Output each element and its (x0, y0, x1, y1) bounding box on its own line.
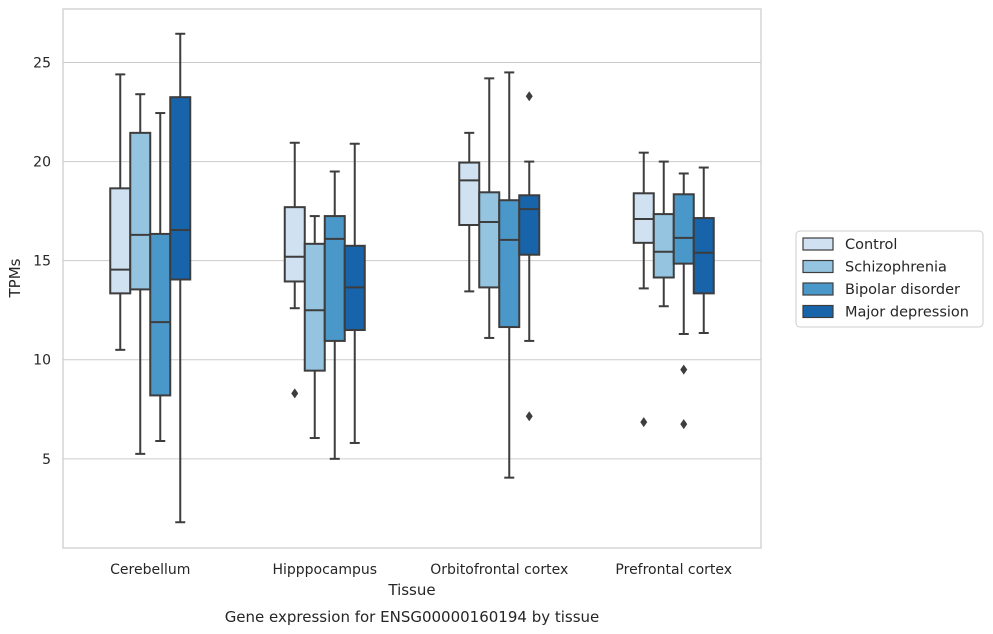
x-axis-title: Tissue (387, 581, 435, 599)
legend-label: Major depression (845, 305, 969, 321)
box-body (478, 191, 501, 289)
box-0-3 (632, 151, 655, 428)
x-tick-label: Cerebellum (110, 562, 190, 578)
legend-swatch (802, 304, 834, 319)
box-body (303, 242, 326, 372)
legend-swatch (802, 282, 834, 296)
outlier-point (291, 388, 299, 399)
chart-caption: Gene expression for ENSG00000160194 by t… (225, 608, 600, 626)
box-1-0 (129, 93, 152, 455)
x-tick-label: Hipppocampus (272, 562, 377, 578)
outlier-point (525, 91, 533, 102)
box-body (129, 131, 152, 291)
y-axis-ticks: 5 10 15 20 25 (33, 56, 51, 468)
box-body (149, 232, 172, 397)
box-series-group (109, 32, 715, 524)
box-3-0 (169, 32, 192, 524)
box-0-2 (458, 131, 481, 293)
y-tick-label: 15 (33, 254, 51, 270)
outlier-point (680, 419, 688, 430)
box-body (498, 199, 521, 329)
x-tick-label: Prefrontal cortex (615, 562, 732, 578)
x-tick-label: Orbitofrontal cortex (430, 562, 568, 578)
outlier-point (525, 411, 533, 422)
outlier-point (680, 364, 688, 375)
box-body (109, 187, 132, 295)
box-3-3 (692, 166, 715, 334)
box-1-3 (652, 160, 675, 308)
plot-area-frame (62, 8, 762, 549)
legend-swatch (802, 237, 834, 251)
box-0-0 (109, 73, 132, 351)
box-1-2 (478, 77, 501, 339)
legend-label: Bipolar disorder (845, 282, 960, 298)
y-tick-label: 25 (33, 56, 51, 72)
box-body (692, 217, 715, 295)
x-axis-ticks: Cerebellum Hipppocampus Orbitofrontal cort… (110, 562, 732, 578)
y-axis-title: TPMs (6, 258, 24, 298)
legend-label: Schizophrenia (845, 260, 947, 276)
y-tick-label: 20 (33, 155, 51, 171)
legend: Control Schizophrenia Bipolar disorder Majo… (795, 230, 984, 328)
box-2-0 (149, 112, 172, 442)
legend-label: Control (845, 237, 897, 253)
box-body (652, 213, 675, 279)
box-body (672, 193, 695, 265)
outlier-point (640, 417, 648, 428)
box-3-2 (518, 91, 541, 422)
legend-frame (795, 230, 984, 328)
box-2-3 (672, 172, 695, 430)
box-body (458, 161, 481, 226)
box-body (169, 96, 192, 281)
y-tick-label: 10 (33, 353, 51, 369)
box-1-1 (303, 215, 326, 440)
box-2-1 (323, 170, 346, 460)
box-2-2 (498, 71, 521, 479)
box-body (518, 194, 541, 256)
y-tick-label: 5 (42, 452, 51, 468)
legend-swatch (802, 259, 834, 274)
box-body (283, 206, 306, 283)
box-body (323, 215, 346, 342)
box-3-1 (343, 142, 366, 444)
